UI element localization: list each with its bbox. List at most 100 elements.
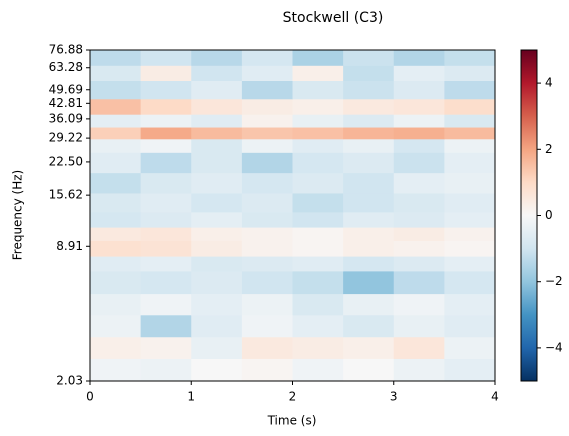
heatmap-cell [241, 127, 293, 140]
heatmap-cell [444, 114, 496, 128]
heatmap-cell [140, 98, 192, 115]
chart-title: Stockwell (C3) [283, 10, 384, 26]
heatmap-cell [444, 127, 496, 140]
heatmap-cell [90, 65, 142, 82]
heatmap-cell [140, 358, 192, 382]
heatmap-cell [292, 293, 344, 316]
heatmap-cell [444, 80, 496, 100]
heatmap-cell [90, 127, 142, 140]
heatmap-cell [292, 65, 344, 82]
heatmap-cell [140, 80, 192, 100]
heatmap-cell [191, 314, 243, 338]
y-tick-label: 49.69 [49, 82, 83, 96]
heatmap-cell [241, 98, 293, 115]
heatmap-cell [191, 80, 243, 100]
heatmap-cell [292, 336, 344, 359]
heatmap-cell [343, 80, 395, 100]
colorbar-tick-label: −4 [545, 340, 563, 354]
heatmap-cell [444, 138, 496, 153]
heatmap-cell [191, 358, 243, 382]
heatmap-cell [393, 65, 445, 82]
y-tick-label: 29.22 [49, 131, 83, 145]
heatmap-cell [343, 65, 395, 82]
colorbar-tick-label: 4 [545, 76, 553, 90]
heatmap-cell [191, 256, 243, 272]
heatmap-cell [343, 50, 395, 66]
heatmap-cell [191, 336, 243, 359]
heatmap-cell [90, 152, 142, 174]
heatmap-cell [393, 98, 445, 115]
heatmap-cell [444, 270, 496, 295]
heatmap-cell [140, 50, 192, 66]
heatmap-cell [343, 152, 395, 174]
heatmap-cell [292, 172, 344, 194]
heatmap-cell [90, 270, 142, 295]
heatmap-cell [90, 192, 142, 213]
heatmap-cell [191, 138, 243, 153]
heatmap-cell [241, 293, 293, 316]
heatmap-cell [343, 192, 395, 213]
heatmap-cell [393, 256, 445, 272]
heatmap-cell [393, 293, 445, 316]
y-tick-label: 15.62 [49, 188, 83, 202]
y-tick-label: 22.50 [49, 154, 83, 168]
heatmap-cell [191, 98, 243, 115]
heatmap-cell [191, 172, 243, 194]
heatmap-cell [393, 172, 445, 194]
colorbar-tick-label: 0 [545, 208, 553, 222]
heatmap-cell [191, 293, 243, 316]
heatmap-cell [140, 114, 192, 128]
heatmap-cell [393, 314, 445, 338]
heatmap-cell [444, 227, 496, 241]
heatmap-cell [393, 80, 445, 100]
heatmap-cell [241, 152, 293, 174]
x-tick-label: 0 [86, 390, 94, 404]
heatmap-cell [90, 314, 142, 338]
heatmap-cell [90, 293, 142, 316]
heatmap-cell [140, 172, 192, 194]
heatmap-cell [444, 65, 496, 82]
heatmap-cell [343, 240, 395, 257]
heatmap-cell [393, 358, 445, 382]
heatmap-cell [140, 127, 192, 140]
heatmap-cell [292, 192, 344, 213]
heatmap-cell [191, 50, 243, 66]
heatmap-cell [343, 138, 395, 153]
heatmap-cell [393, 227, 445, 241]
heatmap-cell [292, 152, 344, 174]
heatmap-cell [241, 256, 293, 272]
heatmap-cell [191, 240, 243, 257]
heatmap-cell [241, 172, 293, 194]
heatmap-cell [292, 314, 344, 338]
colorbar-tick-label: −2 [545, 274, 563, 288]
heatmap-cell [241, 211, 293, 228]
heatmap-cell [444, 211, 496, 228]
y-axis-label: Frequency (Hz) [11, 170, 25, 261]
heatmap-cell [140, 240, 192, 257]
y-tick-label: 76.88 [49, 43, 83, 57]
heatmap-cell [393, 192, 445, 213]
heatmap-cell [343, 358, 395, 382]
heatmap-cell [90, 138, 142, 153]
heatmap-cell [191, 270, 243, 295]
heatmap-cell [90, 336, 142, 359]
y-tick-label: 2.03 [56, 374, 83, 388]
heatmap-cell [393, 211, 445, 228]
heatmap-cell [191, 227, 243, 241]
heatmap-cell [241, 314, 293, 338]
heatmap-cell [343, 114, 395, 128]
heatmap-cell [393, 336, 445, 359]
heatmap-cell [343, 211, 395, 228]
heatmap-cell [241, 65, 293, 82]
heatmap-cell [241, 192, 293, 213]
heatmap-cell [444, 172, 496, 194]
heatmap-cell [191, 211, 243, 228]
heatmap-cell [241, 227, 293, 241]
heatmap-cell [191, 114, 243, 128]
heatmap-cell [292, 98, 344, 115]
heatmap-cell [191, 192, 243, 213]
heatmap-cell [140, 293, 192, 316]
heatmap-cell [90, 114, 142, 128]
heatmap-cell [444, 358, 496, 382]
